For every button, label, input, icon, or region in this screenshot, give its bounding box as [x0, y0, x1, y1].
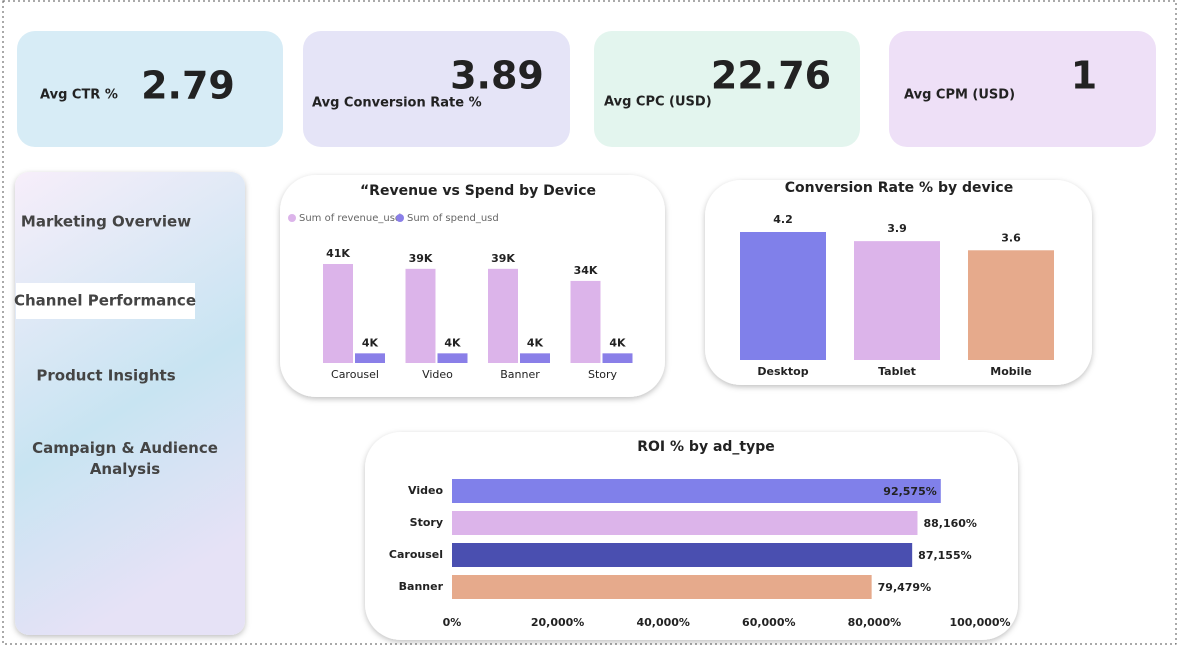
- bar: [323, 264, 353, 363]
- nav-item[interactable]: Marketing Overview: [21, 213, 191, 231]
- bar: [355, 353, 385, 363]
- value-label: 4K: [444, 336, 461, 349]
- bar: [740, 232, 826, 360]
- value-label: 88,160%: [923, 517, 976, 530]
- kpi-card: [303, 31, 570, 147]
- value-label: 39K: [491, 252, 515, 265]
- value-label: 4K: [609, 336, 626, 349]
- bar: [602, 353, 633, 363]
- value-label: 3.9: [887, 222, 907, 235]
- bar: [968, 250, 1054, 360]
- y-tick-label: Carousel: [389, 548, 443, 561]
- chart-title: Conversion Rate % by device: [785, 180, 1013, 196]
- bar: [452, 511, 918, 535]
- kpi-value: 2.79: [141, 64, 235, 108]
- kpi-value: 1: [1071, 54, 1097, 98]
- chart-title: “Revenue vs Spend by Device: [360, 183, 596, 199]
- nav-panel: [15, 172, 245, 635]
- kpi-label: Avg CPM (USD): [904, 88, 1015, 103]
- nav-selected: [16, 283, 195, 319]
- x-tick-label: 40,000%: [636, 616, 689, 629]
- legend-swatch: [396, 214, 404, 222]
- value-label: 79,479%: [878, 581, 931, 594]
- chart-title: ROI % by ad_type: [637, 439, 775, 455]
- kpi-card: [889, 31, 1156, 147]
- bar: [452, 575, 872, 599]
- x-tick-label: 100,000%: [949, 616, 1010, 629]
- x-tick-label: Video: [422, 368, 453, 381]
- legend-label: Sum of spend_usd: [407, 213, 499, 224]
- x-tick-label: Desktop: [757, 365, 808, 378]
- x-tick-label: 80,000%: [848, 616, 901, 629]
- value-label: 41K: [326, 247, 350, 260]
- value-label: 92,575%: [883, 485, 936, 498]
- bar: [452, 479, 941, 503]
- kpi-label: Avg CPC (USD): [604, 95, 712, 110]
- value-label: 34K: [574, 264, 598, 277]
- y-tick-label: Video: [408, 484, 443, 497]
- x-tick-label: Story: [588, 368, 618, 381]
- y-tick-label: Story: [410, 516, 443, 529]
- value-label: 39K: [409, 252, 433, 265]
- bar: [452, 543, 913, 567]
- value-label: 4K: [527, 336, 544, 349]
- x-tick-label: 60,000%: [742, 616, 795, 629]
- bar: [520, 353, 550, 363]
- value-label: 4K: [362, 336, 379, 349]
- kpi-value: 3.89: [450, 54, 544, 98]
- nav-item[interactable]: Product Insights: [36, 367, 175, 385]
- bar: [405, 268, 436, 363]
- value-label: 4.2: [773, 213, 793, 226]
- nav-item[interactable]: Campaign & Audience Analysis: [32, 439, 218, 478]
- bar: [854, 241, 940, 360]
- chart-card: [280, 175, 665, 397]
- legend-swatch: [288, 214, 296, 222]
- y-tick-label: Banner: [399, 580, 444, 593]
- kpi-card: [17, 31, 283, 147]
- kpi-label: Avg CTR %: [40, 88, 118, 103]
- kpi-label: Avg Conversion Rate %: [312, 96, 482, 111]
- bar: [488, 268, 518, 363]
- value-label: 87,155%: [918, 549, 971, 562]
- chart-card: [365, 432, 1018, 640]
- x-tick-label: Mobile: [990, 365, 1031, 378]
- bar: [437, 353, 468, 363]
- kpi-card: [594, 31, 860, 147]
- x-tick-label: Banner: [500, 368, 540, 381]
- bar: [570, 280, 601, 363]
- nav-item-wrap: Campaign & Audience Analysis: [32, 439, 218, 478]
- kpi-value: 22.76: [711, 54, 831, 98]
- x-tick-label: Tablet: [878, 365, 916, 378]
- x-tick-label: 20,000%: [531, 616, 584, 629]
- x-tick-label: Carousel: [331, 368, 379, 381]
- value-label: 3.6: [1001, 231, 1021, 244]
- legend-label: Sum of revenue_usd: [299, 213, 401, 224]
- nav-item[interactable]: Channel Performance: [14, 292, 196, 310]
- x-tick-label: 0%: [443, 616, 462, 629]
